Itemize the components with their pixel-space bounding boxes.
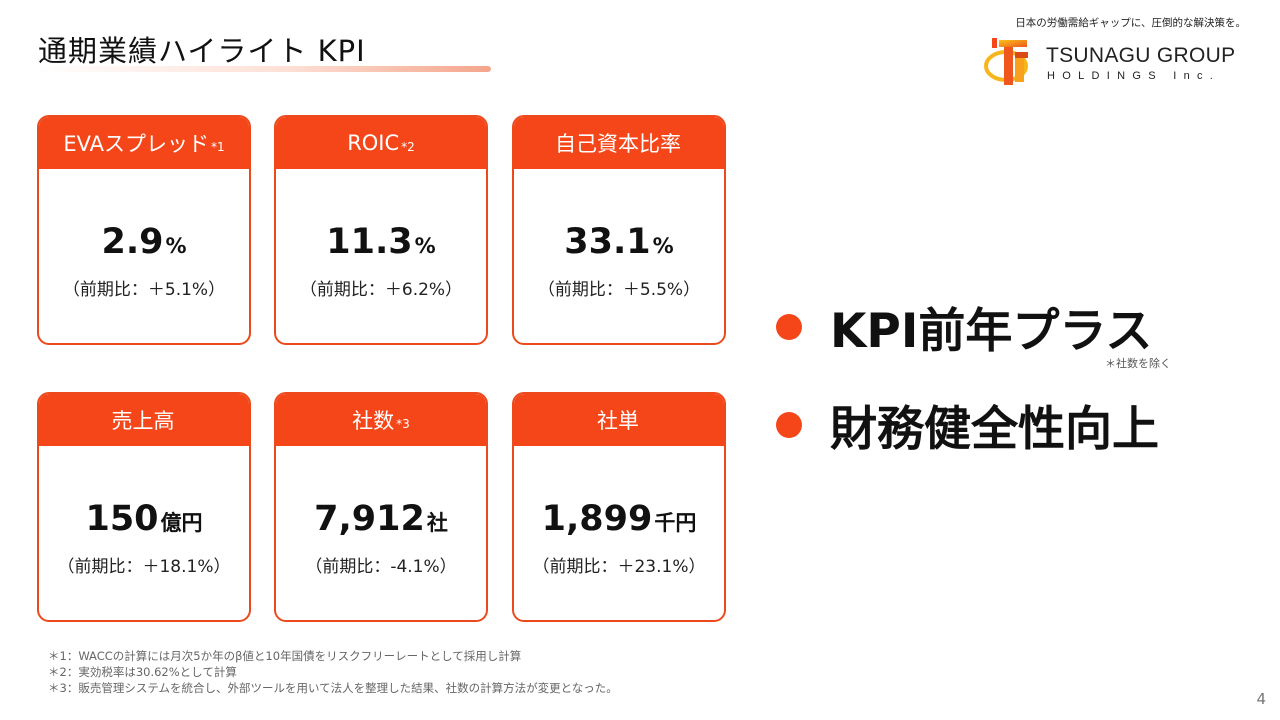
- bullet-dot-icon: [776, 411, 802, 438]
- logo-mark-icon: [984, 38, 1028, 85]
- kpi-change: （前期比：＋18.1%）: [57, 557, 231, 577]
- title-underline: [36, 66, 491, 72]
- kpi-value-number: 7,912: [314, 499, 425, 539]
- kpi-change: （前期比：＋5.5%）: [537, 280, 701, 300]
- kpi-label: 自己資本比率: [555, 132, 681, 156]
- kpi-card-header: 社数 *3: [276, 394, 486, 446]
- footnote-3: ＊3：販売管理システムを統合し、外部ツールを用いて法人を整理した結果、社数の計算…: [48, 681, 618, 695]
- highlight-financial-health: 財務健全性向上: [776, 390, 1159, 459]
- company-logo: TSUNAGU GROUP HOLDINGS Inc.: [984, 34, 1254, 90]
- footnotes: ＊1：WACCの計算には月次5か年のβ値と10年国債をリスクフリーレートとして採…: [48, 648, 618, 696]
- kpi-card-company-count: 社数 *3 7,912社 （前期比：-4.1%）: [274, 392, 488, 622]
- kpi-value-unit: %: [165, 234, 187, 258]
- kpi-card-header: ROIC *2: [276, 117, 486, 169]
- kpi-card-sales: 売上高 150億円 （前期比：＋18.1%）: [37, 392, 251, 622]
- kpi-change: （前期比：＋23.1%）: [532, 557, 706, 577]
- kpi-change: （前期比：＋6.2%）: [299, 280, 463, 300]
- kpi-card-equity-ratio: 自己資本比率 33.1% （前期比：＋5.5%）: [512, 115, 726, 345]
- bullet-dot-icon: [776, 313, 802, 340]
- kpi-value: 150億円: [39, 499, 249, 539]
- kpi-label: 売上高: [111, 409, 175, 433]
- footnote-1: ＊1：WACCの計算には月次5か年のβ値と10年国債をリスクフリーレートとして採…: [48, 649, 522, 663]
- kpi-value-unit: 社: [426, 511, 448, 535]
- kpi-value: 7,912社: [276, 499, 486, 539]
- kpi-footnote-mark: *1: [211, 140, 225, 154]
- kpi-change: （前期比：-4.1%）: [305, 557, 457, 577]
- kpi-footnote-mark: *3: [396, 417, 410, 431]
- kpi-value: 33.1%: [514, 222, 724, 262]
- kpi-card-eva-spread: EVAスプレッド *1 2.9% （前期比：＋5.1%）: [37, 115, 251, 345]
- highlight-note: ＊社数を除く: [1105, 357, 1171, 370]
- highlight-kpi-plus: KPI前年プラス: [776, 292, 1152, 361]
- kpi-value-number: 2.9: [101, 222, 164, 262]
- kpi-value-number: 33.1: [564, 222, 651, 262]
- kpi-card-header: 自己資本比率: [514, 117, 724, 169]
- kpi-change: （前期比：＋5.1%）: [62, 280, 226, 300]
- kpi-value-unit: 千円: [654, 511, 697, 535]
- kpi-card-roic: ROIC *2 11.3% （前期比：＋6.2%）: [274, 115, 488, 345]
- kpi-value-unit: %: [652, 234, 674, 258]
- kpi-card-header: EVAスプレッド *1: [39, 117, 249, 169]
- kpi-card-header: 社単: [514, 394, 724, 446]
- kpi-value-number: 11.3: [326, 222, 413, 262]
- page-title: 通期業績ハイライト KPI: [38, 34, 366, 68]
- kpi-card-unit-price: 社単 1,899千円 （前期比：＋23.1%）: [512, 392, 726, 622]
- kpi-card-header: 売上高: [39, 394, 249, 446]
- kpi-value: 11.3%: [276, 222, 486, 262]
- highlight-text: KPI前年プラス: [830, 304, 1153, 359]
- footnote-2: ＊2：実効税率は30.62%として計算: [48, 665, 237, 679]
- kpi-value: 1,899千円: [514, 499, 724, 539]
- page-number: 4: [1256, 690, 1266, 708]
- tagline: 日本の労働需給ギャップに、圧倒的な解決策を。: [1015, 17, 1246, 29]
- kpi-value-number: 1,899: [541, 499, 653, 539]
- logo-subtitle: HOLDINGS Inc.: [1047, 70, 1221, 82]
- kpi-value-unit: %: [414, 234, 436, 258]
- highlight-text: 財務健全性向上: [830, 402, 1159, 457]
- kpi-label: 社単: [597, 409, 639, 433]
- kpi-footnote-mark: *2: [401, 140, 415, 154]
- kpi-value-number: 150: [85, 499, 159, 539]
- kpi-label: ROIC: [347, 131, 400, 155]
- kpi-value: 2.9%: [39, 222, 249, 262]
- kpi-value-unit: 億円: [160, 511, 203, 535]
- logo-name: TSUNAGU GROUP: [1046, 44, 1236, 67]
- kpi-label: EVAスプレッド: [63, 132, 210, 156]
- kpi-label: 社数: [352, 409, 395, 433]
